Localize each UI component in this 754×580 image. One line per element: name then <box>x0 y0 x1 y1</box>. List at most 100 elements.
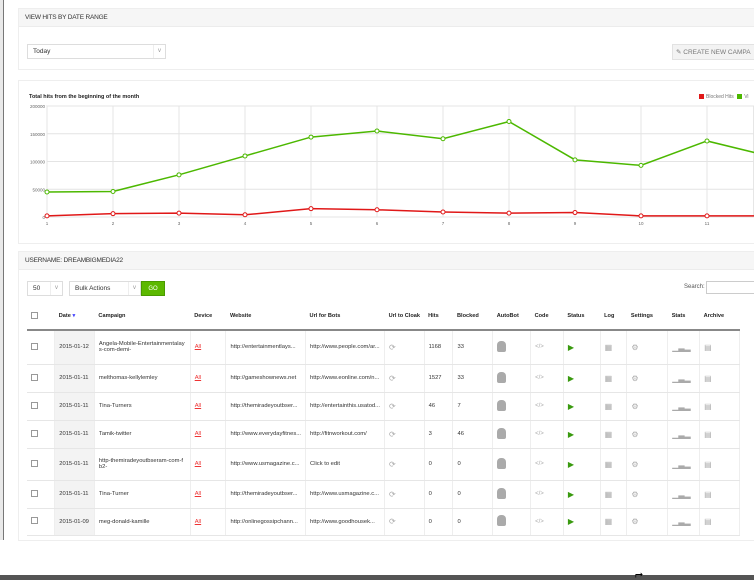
cell-device[interactable]: All <box>190 448 227 481</box>
stats-icon[interactable]: ▁▃▂ <box>667 392 701 421</box>
gear-icon[interactable]: ⚙ <box>626 392 669 421</box>
cell-device[interactable]: All <box>190 392 227 421</box>
col-hits[interactable]: Hits <box>424 303 453 331</box>
archive-icon[interactable]: ▤ <box>699 448 740 481</box>
code-icon[interactable]: </> <box>530 392 564 421</box>
cell-website[interactable]: http://gameshownews.net <box>225 364 307 393</box>
cell-campaign[interactable]: melthomas-kellylemley <box>94 364 191 393</box>
row-checkbox[interactable] <box>27 330 56 365</box>
cell-website[interactable]: http://themiradeyoutbser... <box>225 480 307 509</box>
row-checkbox[interactable] <box>27 392 56 421</box>
refresh-icon[interactable]: ⟳ <box>384 508 425 536</box>
code-icon[interactable]: </> <box>530 480 564 509</box>
code-icon[interactable]: </> <box>530 364 564 393</box>
gear-icon[interactable]: ⚙ <box>626 364 669 393</box>
cell-campaign[interactable]: Tina-Turners <box>94 392 191 421</box>
refresh-icon[interactable]: ⟳ <box>384 364 425 393</box>
gear-icon[interactable]: ⚙ <box>626 330 669 365</box>
code-icon[interactable]: </> <box>530 448 564 481</box>
cell-url-bots[interactable]: http://www.usmagazine.c... <box>305 480 385 509</box>
play-icon[interactable]: ▶ <box>563 364 601 393</box>
android-icon[interactable] <box>492 364 532 393</box>
cell-website[interactable]: http://www.everydayfitnes... <box>225 420 307 449</box>
log-icon[interactable]: ▦ <box>600 508 628 536</box>
cell-device[interactable]: All <box>190 480 227 509</box>
log-icon[interactable]: ▦ <box>600 448 628 481</box>
android-icon[interactable] <box>492 480 532 509</box>
gear-icon[interactable]: ⚙ <box>626 480 669 509</box>
log-icon[interactable]: ▦ <box>600 480 628 509</box>
stats-icon[interactable]: ▁▃▂ <box>667 480 701 509</box>
col-date[interactable]: Date ▾ <box>54 303 95 331</box>
stats-icon[interactable]: ▁▃▂ <box>667 364 701 393</box>
col-device[interactable]: Device <box>190 303 226 331</box>
bulk-actions-select[interactable]: Bulk Actions v <box>69 281 141 296</box>
stats-icon[interactable]: ▁▃▂ <box>667 508 701 536</box>
log-icon[interactable]: ▦ <box>600 392 628 421</box>
cell-website[interactable]: http://www.usmagazine.c... <box>225 448 307 481</box>
play-icon[interactable]: ▶ <box>563 480 601 509</box>
cell-campaign[interactable]: http-themiradeyoutbseram-com-fb2- <box>94 448 191 481</box>
refresh-icon[interactable]: ⟳ <box>384 420 425 449</box>
cell-website[interactable]: http://onlinegossipchann... <box>225 508 307 536</box>
cell-url-bots[interactable]: http://www.eonline.com/n... <box>305 364 385 393</box>
row-checkbox[interactable] <box>27 364 56 393</box>
page-size-select[interactable]: 50 v <box>27 281 63 296</box>
go-button[interactable]: GO <box>141 281 165 296</box>
cell-url-bots[interactable]: http://www.people.com/ar... <box>305 330 385 365</box>
refresh-icon[interactable]: ⟳ <box>384 480 425 509</box>
row-checkbox[interactable] <box>27 480 56 509</box>
stats-icon[interactable]: ▁▃▂ <box>667 330 701 365</box>
play-icon[interactable]: ▶ <box>563 420 601 449</box>
android-icon[interactable] <box>492 330 532 365</box>
refresh-icon[interactable]: ⟳ <box>384 330 425 365</box>
stats-icon[interactable]: ▁▃▂ <box>667 448 701 481</box>
log-icon[interactable]: ▦ <box>600 330 628 365</box>
android-icon[interactable] <box>492 420 532 449</box>
archive-icon[interactable]: ▤ <box>699 480 740 509</box>
stats-icon[interactable]: ▁▃▂ <box>667 420 701 449</box>
cell-device[interactable]: All <box>190 420 227 449</box>
archive-icon[interactable]: ▤ <box>699 330 740 365</box>
cell-url-bots[interactable]: http://entertainthis.usatod... <box>305 392 385 421</box>
gear-icon[interactable]: ⚙ <box>626 508 669 536</box>
cell-website[interactable]: http://themiradeyoutbser... <box>225 392 307 421</box>
play-icon[interactable]: ▶ <box>563 392 601 421</box>
android-icon[interactable] <box>492 392 532 421</box>
row-checkbox[interactable] <box>27 448 56 481</box>
select-all-checkbox[interactable] <box>27 303 55 331</box>
code-icon[interactable]: </> <box>530 420 564 449</box>
cell-url-bots[interactable]: http://fitnworkout.com/ <box>305 420 385 449</box>
row-checkbox[interactable] <box>27 420 56 449</box>
row-checkbox[interactable] <box>27 508 56 536</box>
play-icon[interactable]: ▶ <box>563 330 601 365</box>
col-campaign[interactable]: Campaign <box>94 303 191 331</box>
code-icon[interactable]: </> <box>530 330 564 365</box>
cell-website[interactable]: http://entertainmentlays... <box>225 330 307 365</box>
cell-url-bots[interactable]: Click to edit <box>305 448 385 481</box>
archive-icon[interactable]: ▤ <box>699 364 740 393</box>
cell-campaign[interactable]: meg-donald-kamille <box>94 508 191 536</box>
cell-device[interactable]: All <box>190 330 227 365</box>
create-campaign-button[interactable]: ✎ CREATE NEW CAMPA <box>672 44 754 60</box>
gear-icon[interactable]: ⚙ <box>626 448 669 481</box>
refresh-icon[interactable]: ⟳ <box>384 448 425 481</box>
refresh-icon[interactable]: ⟳ <box>384 392 425 421</box>
search-input[interactable] <box>706 281 754 294</box>
col-blocked[interactable]: Blocked <box>452 303 493 331</box>
col-url-cloak[interactable]: Url to Cloak <box>384 303 425 331</box>
cell-campaign[interactable]: Angela-Mobile-Entertainmentalays-com-dem… <box>94 330 191 365</box>
play-icon[interactable]: ▶ <box>563 448 601 481</box>
col-url-bots[interactable]: Url for Bots <box>305 303 385 331</box>
log-icon[interactable]: ▦ <box>600 364 628 393</box>
archive-icon[interactable]: ▤ <box>699 508 740 536</box>
cell-url-bots[interactable]: http://www.goodhousek... <box>305 508 385 536</box>
cell-campaign[interactable]: Tamik-twitter <box>94 420 191 449</box>
code-icon[interactable]: </> <box>530 508 564 536</box>
cell-campaign[interactable]: Tina-Turner <box>94 480 191 509</box>
play-icon[interactable]: ▶ <box>563 508 601 536</box>
log-icon[interactable]: ▦ <box>600 420 628 449</box>
gear-icon[interactable]: ⚙ <box>626 420 669 449</box>
archive-icon[interactable]: ▤ <box>699 392 740 421</box>
cell-device[interactable]: All <box>190 508 227 536</box>
